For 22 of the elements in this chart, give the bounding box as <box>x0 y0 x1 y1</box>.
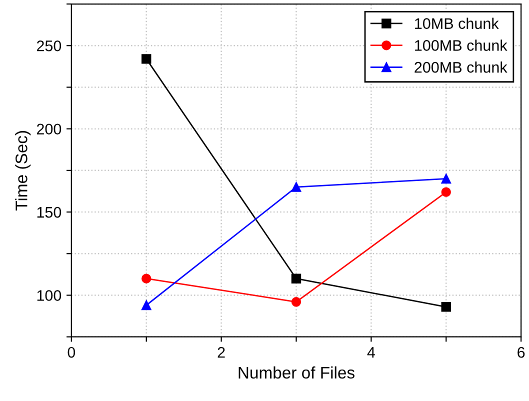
x-tick-label: 2 <box>218 346 225 358</box>
point <box>141 274 152 284</box>
y-tick-label: 200 <box>36 124 62 135</box>
x-tick-label: 0 <box>68 346 76 358</box>
point <box>141 300 152 310</box>
legend-label: 100MB chunk <box>415 40 508 51</box>
y-tick-label: 150 <box>37 206 62 218</box>
point <box>291 297 302 307</box>
legend-label: 10MB chunk <box>415 18 499 29</box>
point <box>441 302 451 312</box>
y-tick-label: 250 <box>36 40 62 52</box>
y-axis-title: Time (Sec) <box>15 131 31 210</box>
x-axis-title: Number of Files <box>238 366 354 379</box>
x-tick-label: 4 <box>367 347 375 358</box>
point <box>291 274 302 284</box>
point <box>291 182 302 192</box>
x-tick-label: 6 <box>518 346 525 358</box>
legend-label: 200MB chunk <box>414 62 508 73</box>
point <box>441 174 451 184</box>
point <box>441 187 451 197</box>
y-tick-label: 100 <box>37 290 62 301</box>
point <box>141 54 152 64</box>
